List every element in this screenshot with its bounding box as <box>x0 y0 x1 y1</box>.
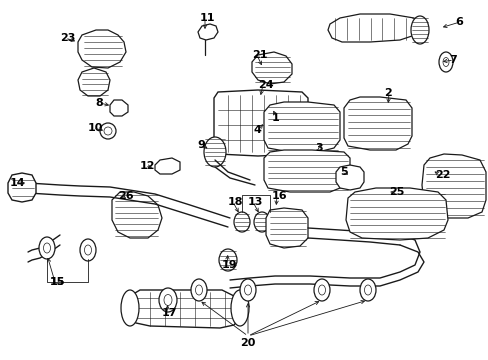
Text: 15: 15 <box>50 277 65 287</box>
Text: 14: 14 <box>10 178 25 188</box>
Ellipse shape <box>359 279 375 301</box>
Ellipse shape <box>121 290 139 326</box>
Ellipse shape <box>230 290 248 326</box>
Text: 22: 22 <box>434 170 449 180</box>
Polygon shape <box>214 90 307 156</box>
Polygon shape <box>110 100 128 116</box>
Text: 18: 18 <box>227 197 243 207</box>
Polygon shape <box>346 188 447 240</box>
Polygon shape <box>327 14 419 42</box>
Polygon shape <box>265 208 307 248</box>
Text: 17: 17 <box>162 308 177 318</box>
Polygon shape <box>126 290 240 328</box>
Polygon shape <box>264 102 339 152</box>
Ellipse shape <box>253 212 269 232</box>
Text: 25: 25 <box>388 187 404 197</box>
Polygon shape <box>78 30 126 68</box>
Ellipse shape <box>240 279 256 301</box>
Text: 19: 19 <box>222 260 237 270</box>
Text: 6: 6 <box>454 17 462 27</box>
Polygon shape <box>343 97 411 150</box>
Polygon shape <box>8 173 36 202</box>
Ellipse shape <box>219 249 237 271</box>
Text: 8: 8 <box>95 98 102 108</box>
Text: 26: 26 <box>118 191 133 201</box>
Text: 2: 2 <box>383 88 391 98</box>
Ellipse shape <box>191 279 206 301</box>
Text: 23: 23 <box>60 33 75 43</box>
Text: 9: 9 <box>197 140 204 150</box>
Polygon shape <box>155 158 180 174</box>
Text: 21: 21 <box>251 50 267 60</box>
Ellipse shape <box>80 239 96 261</box>
Text: 3: 3 <box>314 143 322 153</box>
Ellipse shape <box>100 123 116 139</box>
Ellipse shape <box>438 52 452 72</box>
Text: 7: 7 <box>448 55 456 65</box>
Text: 16: 16 <box>271 191 287 201</box>
Polygon shape <box>198 24 218 40</box>
Polygon shape <box>421 154 485 218</box>
Polygon shape <box>264 150 349 192</box>
Ellipse shape <box>313 279 329 301</box>
Text: 24: 24 <box>258 80 273 90</box>
Polygon shape <box>251 52 291 84</box>
Polygon shape <box>78 68 110 96</box>
Text: 10: 10 <box>88 123 103 133</box>
Text: 13: 13 <box>247 197 263 207</box>
Ellipse shape <box>203 137 225 167</box>
Ellipse shape <box>234 212 249 232</box>
Text: 1: 1 <box>271 113 279 123</box>
Polygon shape <box>335 165 363 190</box>
Ellipse shape <box>159 288 177 312</box>
Text: 20: 20 <box>240 338 255 348</box>
Text: 15: 15 <box>50 277 65 287</box>
Text: 11: 11 <box>200 13 215 23</box>
Polygon shape <box>112 192 162 238</box>
Text: 5: 5 <box>339 167 347 177</box>
Text: 12: 12 <box>140 161 155 171</box>
Text: 4: 4 <box>252 125 260 135</box>
Ellipse shape <box>410 16 428 44</box>
Ellipse shape <box>39 237 55 259</box>
